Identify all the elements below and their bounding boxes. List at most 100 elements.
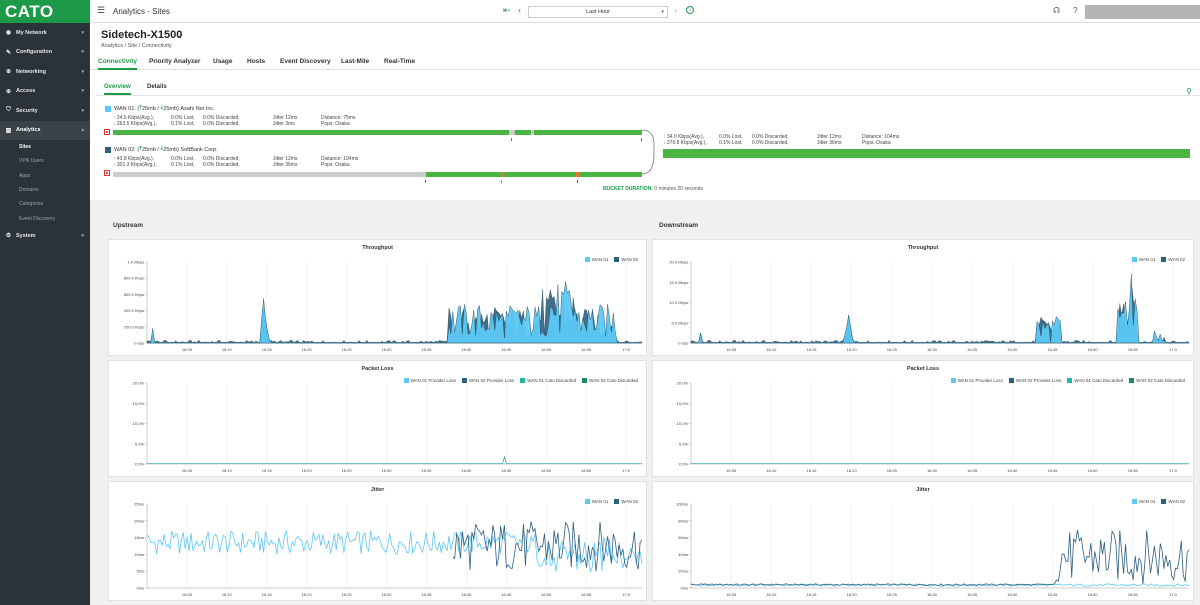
back-arrow-icon[interactable]: ⇤ — [503, 5, 511, 15]
sidebar-item-label: Networking — [16, 68, 46, 75]
tab-priority-analyzer[interactable]: Priority Analyzer — [149, 58, 201, 65]
sidebar-subitem-vpn-users[interactable]: VPN Users — [19, 158, 44, 165]
legend-label: WAN 02 Cato Discarded — [1136, 378, 1185, 383]
wan2-throughput: ↑ 43.8 Kbps(Avg.), ↓ 301.3 Kbps(Avg.), — [113, 156, 157, 168]
pin-icon[interactable]: ⚲ — [1186, 87, 1192, 96]
arrow-down-icon: 🡓 — [160, 105, 164, 111]
subtab-overview[interactable]: Overview — [104, 84, 131, 95]
wan1-label: WAN 01: ( — [114, 105, 140, 112]
legend-item[interactable]: WAN 02 — [614, 257, 638, 263]
user-menu[interactable] — [1085, 5, 1200, 19]
legend-item[interactable]: WAN 01 Cato Discarded — [1067, 378, 1123, 384]
alert-icon[interactable]: ■ — [104, 129, 110, 135]
y-tick-label: 80ms — [678, 518, 688, 523]
x-tick-label: 16:10 — [222, 347, 233, 352]
tab-connectivity[interactable]: Connectivity — [98, 58, 138, 70]
legend-item[interactable]: WAN 01 — [584, 257, 608, 263]
event-tick — [641, 138, 642, 141]
alert-icon[interactable]: ■ — [104, 170, 110, 176]
event-tick — [501, 180, 502, 183]
wan1-area — [146, 281, 643, 344]
tab-real-time[interactable]: Real-Time — [384, 58, 415, 65]
sidebar-item-my-network[interactable]: ◉ My Network ▾ — [0, 23, 90, 43]
tab-usage[interactable]: Usage — [213, 58, 233, 65]
legend-item[interactable]: WAN 02 Cato Discarded — [582, 378, 638, 384]
upstream-tp-panel: Throughput WAN 01 WAN 02 1.0 Mbps 800.0 Kbps… — [108, 239, 647, 356]
sidebar-subitem-apps[interactable]: Apps — [19, 172, 31, 179]
sidebar-subitem-sites[interactable]: Sites — [19, 144, 31, 151]
sidebar-item-configuration[interactable]: ✎ Configuration ▾ — [0, 43, 90, 63]
y-tick-label: 0.0% — [679, 462, 689, 467]
tab-event-discovery[interactable]: Event Discovery — [280, 58, 331, 65]
help-icon[interactable]: ? — [1073, 6, 1078, 15]
wan1-isp: Asahi Net Inc. — [180, 105, 215, 112]
x-tick-label: 16:20 — [847, 592, 858, 597]
legend-item[interactable]: WAN 01 Provider Loss — [403, 378, 456, 384]
legend-item[interactable]: WAN 02 Cato Discarded — [1129, 378, 1185, 384]
x-tick-label: 16:30 — [927, 468, 938, 473]
x-tick-label: 16:10 — [222, 592, 233, 597]
y-tick-label: 20.0% — [677, 381, 689, 386]
network-icon: ◉ — [5, 30, 12, 37]
legend-item[interactable]: WAN 02 — [614, 499, 638, 505]
headset-icon[interactable]: ☊ — [1053, 6, 1061, 15]
legend-item[interactable]: WAN 02 — [1161, 499, 1185, 505]
sidebar-item-access[interactable]: ⊕ Access ▾ — [0, 82, 90, 102]
chevron-left-icon[interactable]: ‹ — [518, 5, 521, 15]
x-tick-label: 16:05 — [726, 347, 737, 352]
x-tick-label: 16:45 — [501, 347, 512, 352]
info-icon[interactable]: i — [686, 6, 694, 14]
sidebar-item-analytics[interactable]: ▥ Analytics ▴ — [0, 120, 90, 140]
sidebar-subitem-domains[interactable]: Domains — [19, 187, 39, 194]
subtab-details[interactable]: Details — [147, 84, 167, 90]
chevron-down-icon: ▾ — [81, 49, 84, 56]
wan1-jitter: Jitter 12ms Jitter 3ms — [273, 115, 298, 127]
x-tick-label: 16:45 — [1047, 347, 1058, 352]
x-tick-label: 16:55 — [581, 347, 592, 352]
legend-swatch — [1129, 378, 1135, 384]
legend-item[interactable]: WAN 01 — [1131, 257, 1156, 263]
time-range-select[interactable]: Last Hour ▾ — [528, 6, 668, 18]
wan1-discard: 0.0% Discarded, 0.0% Discarded, — [203, 115, 240, 127]
wan1-status-bar-2 — [515, 130, 531, 135]
cloud-discard: 0.0% Discarded, 0.0% Discarded, — [752, 134, 789, 146]
legend-item[interactable]: WAN 01 Provider Loss — [950, 378, 1003, 384]
x-tick-label: 16:15 — [806, 468, 817, 473]
legend-item[interactable]: WAN 01 — [584, 499, 608, 505]
sidebar-item-security[interactable]: ⛉ Security ▾ — [0, 101, 90, 121]
legend-item[interactable]: WAN 02 Provider Loss — [1008, 378, 1061, 384]
x-tick-label: 16:50 — [541, 347, 552, 352]
y-tick-label: 5.0 Mbps — [672, 320, 688, 325]
sidebar-item-networking[interactable]: ⊕ Networking ▾ — [0, 62, 90, 82]
legend-item[interactable]: WAN 01 — [1131, 499, 1155, 505]
site-header: Sidetech-X1500 ⌄ Analytics / Site / Conn… — [90, 23, 1200, 55]
legend-label: WAN 01 — [1138, 257, 1156, 262]
wan2-jitter: Jitter 12ms Jitter 36ms — [273, 156, 298, 168]
legend-item[interactable]: WAN 01 Cato Discarded — [520, 378, 577, 384]
legend-swatch — [1008, 378, 1014, 384]
x-tick-label: 16:35 — [421, 592, 432, 597]
cloud-loss: 0.0% Lost, 0.1% Lost, — [719, 134, 743, 146]
sidebar-item-system[interactable]: ⚙ System ▾ — [0, 226, 90, 246]
x-tick-label: 17:0 — [622, 468, 631, 473]
x-tick-label: 16:25 — [887, 592, 898, 597]
wan1-status-bar-3 — [534, 130, 642, 135]
sidebar-item-label: My Network — [16, 29, 47, 36]
x-tick-label: 16:55 — [581, 592, 592, 597]
site-dropdown-icon[interactable]: ⌄ — [176, 32, 182, 39]
chart-title: Jitter — [370, 487, 385, 493]
wan2-discard: 0.0% Discarded, 0.0% Discarded, — [203, 156, 240, 168]
legend-label: WAN 01 Cato Discarded — [527, 378, 577, 383]
tab-last-mile[interactable]: Last-Mile — [341, 58, 370, 65]
wan1-header: WAN 01: (🡑 25mb / 🡓 25mb) Asahi Net Inc. — [105, 104, 215, 113]
sidebar-subitem-event-discovery[interactable]: Event Discovery — [19, 215, 56, 222]
chevron-right-icon[interactable]: › — [674, 5, 677, 15]
tab-hosts[interactable]: Hosts — [247, 58, 266, 65]
hamburger-menu-icon[interactable]: ☰ — [97, 5, 106, 15]
legend-item[interactable]: WAN 02 — [1161, 257, 1185, 263]
bucket-duration: BUCKET DURATION: 0 minutes 20 seconds — [603, 186, 703, 192]
cato-logo[interactable]: CATO — [0, 0, 90, 23]
y-tick-label: 10.0 Mbps — [669, 300, 688, 305]
sidebar-subitem-categories[interactable]: Categories — [19, 201, 44, 208]
legend-item[interactable]: WAN 02 Provider Loss — [461, 378, 514, 384]
